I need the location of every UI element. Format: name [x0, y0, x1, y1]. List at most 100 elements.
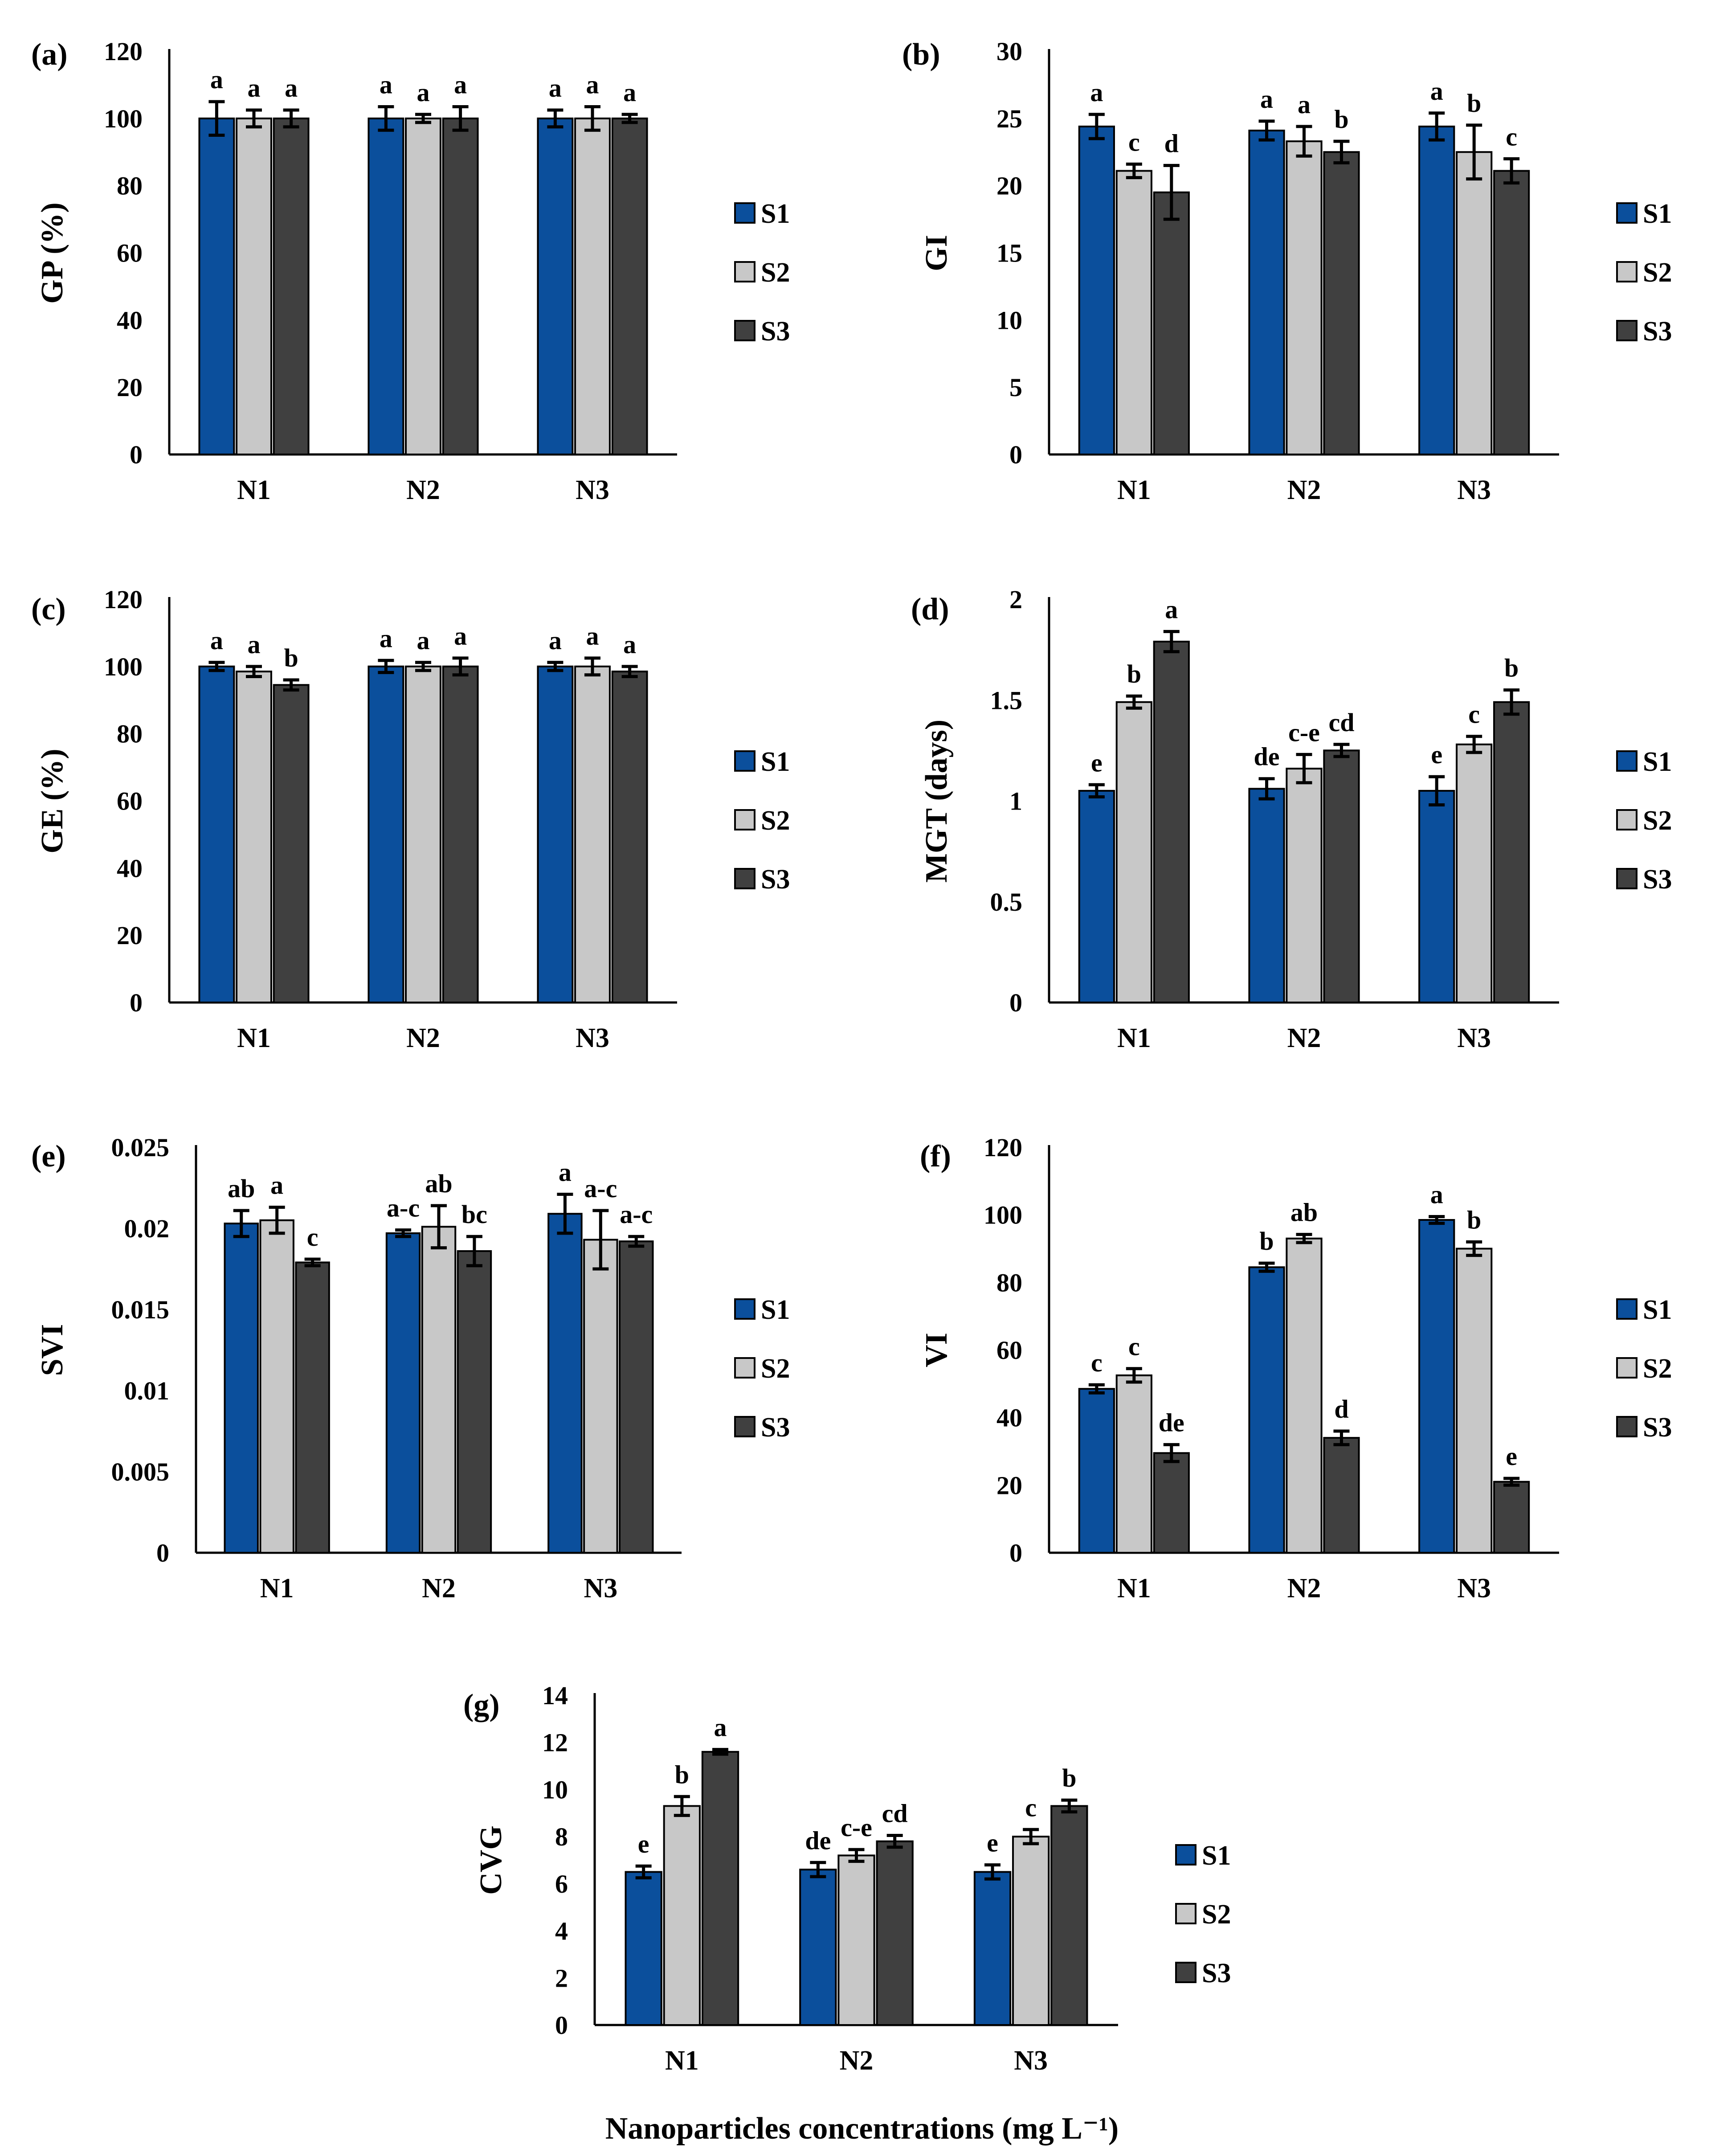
legend-label-s2: S2 [761, 806, 790, 836]
legend-swatch-s2 [734, 1357, 755, 1379]
y-tick-label: 0.5 [990, 888, 1023, 916]
bar-s2 [236, 117, 272, 456]
y-tick-label: 0.02 [124, 1214, 170, 1243]
y-axis-label: CVG [474, 1825, 508, 1895]
legend-swatch-s2 [734, 809, 755, 830]
significance-letter: c [1506, 122, 1517, 151]
legend-label-s1: S1 [761, 1295, 790, 1325]
y-tick-label: 120 [104, 37, 143, 66]
panel-label: (a) [31, 37, 68, 72]
legend-swatch-s3 [1616, 868, 1637, 889]
y-tick-label: 0 [555, 2011, 568, 2040]
significance-letter: a [417, 626, 430, 655]
bar-s1 [1418, 125, 1455, 455]
y-tick-label: 1 [1009, 787, 1022, 816]
y-tick-label: 12 [542, 1728, 568, 1757]
significance-letter: a [380, 70, 392, 99]
y-tick-label: 14 [542, 1681, 568, 1710]
x-tick-label: N1 [237, 475, 271, 505]
bar-s1 [973, 1871, 1012, 2026]
bar-s3 [1323, 749, 1360, 1003]
panel-label: (g) [463, 1688, 500, 1722]
legend-label-s3: S3 [761, 1412, 790, 1443]
significance-letter: c [1128, 1332, 1140, 1361]
y-tick-label: 20 [996, 172, 1022, 200]
legend-swatch-s1 [734, 750, 755, 772]
y-tick-label: 10 [542, 1775, 568, 1804]
legend-swatch-s3 [734, 1416, 755, 1437]
y-tick-label: 0.01 [124, 1376, 170, 1405]
legend-label-s1: S1 [1202, 1841, 1231, 1871]
significance-letter: a [248, 74, 261, 102]
legend-label-s1: S1 [761, 199, 790, 229]
significance-letter: b [1467, 1205, 1481, 1234]
bar-s1 [368, 665, 404, 1004]
significance-letter: a [623, 630, 636, 659]
significance-letter: a-c [620, 1200, 653, 1229]
significance-letter: b [1467, 89, 1481, 118]
significance-letter: bc [461, 1200, 487, 1229]
x-tick-label: N3 [1457, 1023, 1491, 1053]
panel-label: (c) [31, 592, 66, 626]
significance-letter: a [549, 626, 562, 655]
bar-s2 [837, 1854, 875, 2026]
legend-swatch-s3 [1616, 1416, 1637, 1437]
bar-s1 [198, 665, 235, 1004]
bar-s2 [583, 1239, 618, 1554]
y-tick-label: 8 [555, 1822, 568, 1851]
y-tick-label: 100 [104, 104, 143, 133]
x-tick-label: N1 [260, 1573, 294, 1604]
bar-s2 [405, 117, 441, 456]
legend-swatch-s2 [1175, 1903, 1196, 1924]
significance-letter: c [1091, 1348, 1103, 1377]
bar-s2 [1286, 140, 1323, 456]
y-tick-label: 2 [1009, 585, 1022, 614]
bar-s3 [442, 117, 479, 456]
x-tick-label: N3 [584, 1573, 617, 1604]
significance-letter: a [210, 65, 223, 94]
legend-label-s2: S2 [761, 1354, 790, 1384]
y-tick-label: 100 [104, 652, 143, 681]
bar-s2 [1456, 743, 1493, 1004]
significance-letter: d [1164, 129, 1179, 158]
significance-letter: a [1090, 78, 1103, 107]
y-tick-label: 0 [1009, 440, 1022, 469]
y-tick-label: 0.005 [111, 1457, 170, 1486]
bar-s3 [273, 117, 310, 456]
legend-swatch-s1 [734, 1298, 755, 1320]
y-tick-label: 0 [156, 1538, 169, 1567]
y-tick-label: 120 [104, 585, 143, 614]
y-tick-label: 25 [996, 104, 1022, 133]
legend-label-s3: S3 [1643, 316, 1672, 347]
y-tick-label: 20 [996, 1471, 1022, 1500]
y-tick-label: 2 [555, 1964, 568, 1992]
legend-swatch-s2 [1616, 809, 1637, 830]
y-tick-label: 60 [996, 1336, 1022, 1365]
significance-letter: e [638, 1829, 649, 1858]
y-tick-label: 0 [1009, 988, 1022, 1017]
legend-swatch-s1 [1616, 1298, 1637, 1320]
significance-letter: e [1431, 740, 1442, 769]
bar-s1 [198, 117, 235, 456]
x-tick-label: N2 [406, 1023, 440, 1053]
bar-s3 [295, 1261, 330, 1554]
significance-letter: a [714, 1713, 727, 1742]
significance-letter: b [675, 1760, 689, 1789]
legend-label-s1: S1 [1643, 747, 1672, 777]
bar-s3 [1323, 1437, 1360, 1554]
y-tick-label: 30 [996, 37, 1022, 66]
significance-letter: a-c [387, 1194, 420, 1223]
y-tick-label: 120 [984, 1133, 1022, 1162]
legend-swatch-s1 [1616, 750, 1637, 772]
bar-s2 [1115, 701, 1152, 1003]
bar-s3 [1153, 641, 1190, 1003]
y-axis-label: SVI [35, 1324, 69, 1376]
bar-s3 [273, 684, 310, 1003]
bar-s1 [1248, 788, 1285, 1003]
y-tick-label: 40 [117, 854, 143, 883]
y-tick-label: 60 [117, 239, 143, 268]
bar-s3 [1323, 151, 1360, 455]
